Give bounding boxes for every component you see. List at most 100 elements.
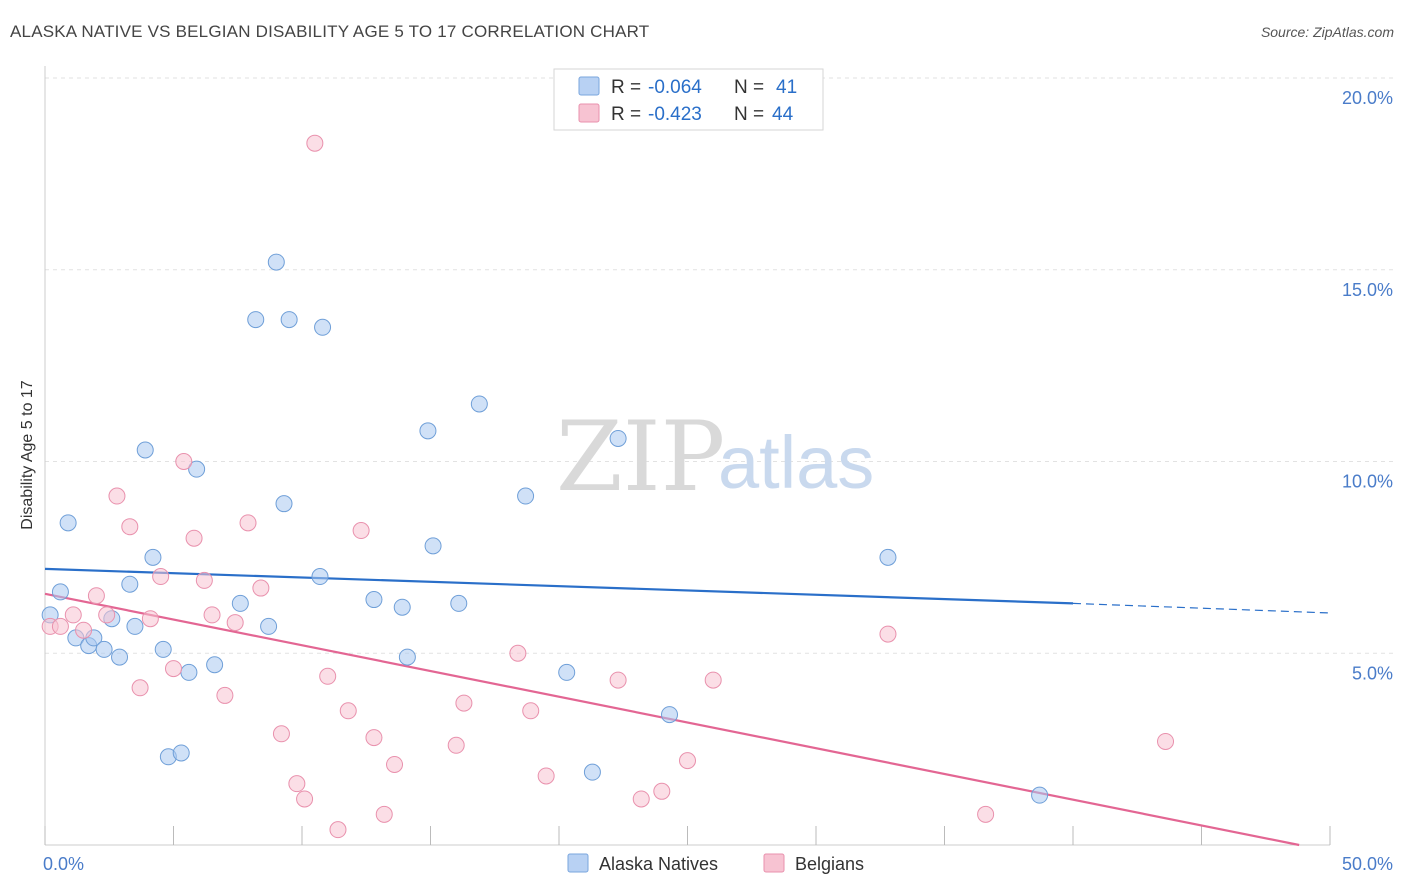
alaska-point-38 [661, 706, 679, 724]
alaska-point-37 [609, 429, 627, 447]
legend-r-value-1: -0.064 [648, 77, 702, 98]
series-label-alaska: Alaska Natives [599, 854, 718, 874]
alaska-trend-extension [1072, 602, 1331, 614]
y-tick-label-0: 5.0% [1352, 663, 1393, 683]
alaska-point-8 [111, 648, 129, 666]
watermark-zip: ZIP [556, 401, 725, 513]
alaska-point-32 [450, 594, 468, 612]
belgian-point-8 [131, 679, 149, 697]
legend-r-label-1: R = [611, 77, 641, 98]
gridlines [45, 77, 1394, 654]
belgian-point-12 [175, 453, 193, 470]
alaska-point-10 [126, 617, 144, 635]
belgian-point-17 [226, 614, 244, 632]
alaska-point-16 [180, 663, 198, 681]
belgian-point-5 [98, 606, 116, 624]
belgian-point-14 [195, 571, 213, 589]
belgian-point-43 [1157, 732, 1175, 750]
belgian-point-15 [203, 606, 221, 624]
alaska-point-25 [267, 253, 285, 271]
alaska-point-26 [311, 568, 329, 586]
alaska-point-24 [314, 318, 332, 336]
belgian-point-27 [352, 522, 370, 540]
chart-title: ALASKA NATIVE VS BELGIAN DISABILITY AGE … [10, 22, 650, 41]
x-tick-label-0: 0.0% [43, 854, 84, 874]
belgian-point-19 [252, 579, 270, 597]
belgian-point-35 [537, 767, 555, 785]
belgian-point-28 [365, 729, 383, 747]
alaska-point-40 [1031, 786, 1049, 804]
watermark-atlas: atlas [718, 421, 874, 504]
belgian-point-13 [185, 529, 203, 547]
belgian-point-37 [632, 790, 650, 808]
belgian-point-31 [455, 694, 473, 712]
y-tick-label-2: 15.0% [1342, 280, 1393, 300]
series-swatch-belgian [763, 853, 785, 873]
belgian-point-33 [509, 644, 527, 662]
alaska-point-30 [419, 422, 437, 440]
legend-swatch-belgian [578, 103, 600, 123]
alaska-point-31 [424, 537, 442, 555]
belgian-point-30 [386, 755, 404, 773]
alaska-point-1 [51, 583, 69, 601]
belgian-point-39 [679, 752, 696, 770]
series-swatch-alaska [567, 853, 589, 873]
belgian-point-22 [296, 790, 314, 808]
tick-labels: 5.0% 10.0% 15.0% 20.0% 0.0% 50.0% [43, 88, 1393, 874]
series-label-belgian: Belgians [795, 854, 864, 874]
alaska-trend-line [44, 567, 1074, 605]
legend-r-value-2: -0.423 [648, 104, 702, 125]
alaska-point-2 [59, 514, 77, 532]
legend-n-value-1: 41 [776, 77, 797, 98]
alaska-point-22 [275, 495, 293, 513]
data-points [41, 134, 1175, 839]
legend-swatch-alaska [578, 76, 600, 96]
alaska-point-39 [879, 548, 897, 566]
alaska-point-18 [206, 656, 224, 674]
alaska-point-11 [136, 441, 154, 459]
alaska-point-15 [172, 744, 190, 762]
belgian-point-32 [447, 736, 465, 754]
correlation-legend: R = -0.064 N = 41 R = -0.423 N = 44 [553, 68, 824, 131]
belgian-point-41 [879, 625, 897, 643]
y-tick-label-3: 20.0% [1342, 88, 1393, 108]
alaska-point-20 [247, 311, 265, 329]
legend-n-label-1: N = [734, 77, 764, 98]
series-legend: Alaska Natives Belgians [567, 853, 864, 874]
belgian-point-3 [75, 621, 93, 639]
axes [44, 66, 1331, 846]
belgian-point-16 [216, 686, 234, 704]
alaska-point-33 [470, 395, 488, 413]
belgian-point-25 [329, 821, 347, 839]
belgian-point-18 [239, 514, 257, 532]
belgian-point-34 [522, 702, 540, 720]
alaska-point-28 [393, 598, 411, 616]
belgian-point-23 [306, 134, 324, 152]
belgian-point-9 [141, 610, 159, 628]
alaska-point-9 [121, 575, 139, 593]
belgian-point-7 [121, 518, 139, 536]
source-credit: Source: ZipAtlas.com [1260, 24, 1394, 40]
alaska-point-12 [144, 548, 162, 566]
legend-n-value-2: 44 [772, 104, 794, 125]
belgian-point-29 [375, 805, 393, 823]
y-tick-label-1: 10.0% [1342, 472, 1393, 492]
belgian-point-36 [609, 671, 627, 689]
belgian-point-38 [653, 782, 671, 800]
alaska-point-35 [558, 663, 576, 681]
belgian-point-21 [288, 775, 306, 793]
belgian-point-26 [339, 702, 357, 720]
legend-n-label-2: N = [734, 104, 764, 125]
alaska-point-17 [188, 460, 206, 478]
alaska-point-19 [231, 594, 249, 612]
belgian-point-6 [108, 487, 126, 505]
alaska-point-36 [583, 763, 601, 781]
x-tick-label-1: 50.0% [1342, 854, 1393, 874]
belgian-point-4 [87, 587, 105, 605]
belgian-point-2 [64, 606, 82, 624]
alaska-point-21 [260, 617, 278, 635]
belgian-point-24 [319, 667, 337, 685]
alaska-point-6 [95, 640, 113, 658]
belgian-point-40 [704, 671, 722, 689]
